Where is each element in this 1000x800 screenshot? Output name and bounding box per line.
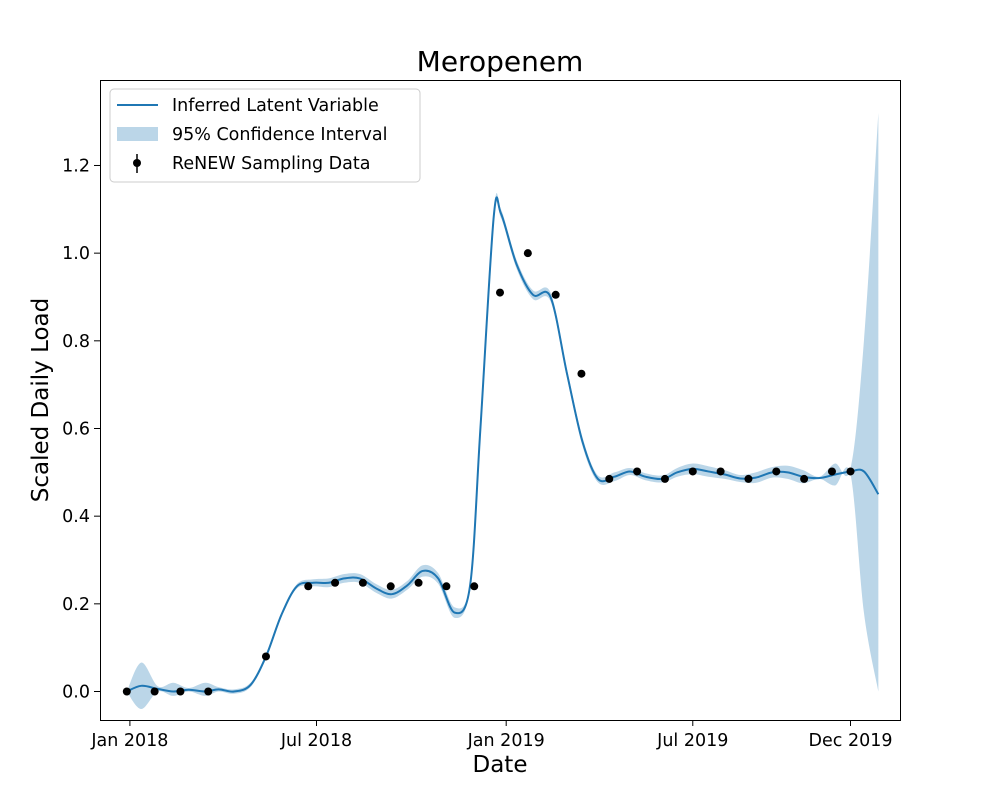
legend: Inferred Latent Variable 95% Confidence …: [109, 88, 421, 183]
sampling-point: [846, 467, 855, 476]
chart-title: Meropenem: [417, 45, 584, 78]
sampling-point: [688, 467, 697, 476]
sampling-point: [204, 687, 213, 696]
sampling-point: [577, 369, 586, 378]
legend-label-band: 95% Confidence Interval: [172, 125, 387, 145]
y-axis: 0.0 0.2 0.4 0.6 0.8 1.0 1.2: [62, 156, 100, 703]
sampling-point: [496, 288, 504, 297]
y-tick-label: 0.6: [62, 419, 90, 439]
y-axis-label: Scaled Daily Load: [28, 298, 54, 502]
y-tick-label: 0.2: [62, 595, 90, 615]
sampling-point: [523, 249, 532, 258]
sampling-point: [122, 687, 131, 696]
legend-band-swatch: [117, 127, 158, 141]
sampling-point: [470, 582, 479, 591]
sampling-point: [331, 578, 340, 587]
legend-label-points: ReNEW Sampling Data: [172, 154, 370, 174]
sampling-point: [605, 474, 614, 483]
y-tick-label: 1.2: [62, 156, 90, 176]
y-tick-label: 0.0: [62, 683, 90, 703]
sampling-point: [414, 578, 423, 587]
legend-box: [109, 88, 421, 183]
x-tick-label: Jul 2019: [656, 731, 728, 751]
sampling-point: [358, 578, 367, 587]
sampling-point: [633, 467, 642, 476]
x-axis-label: Date: [473, 752, 528, 778]
x-tick-label: Jul 2018: [280, 731, 352, 751]
sampling-point: [772, 467, 781, 476]
sampling-point: [800, 474, 809, 483]
sampling-point: [716, 467, 725, 476]
legend-label-line: Inferred Latent Variable: [172, 96, 379, 116]
sampling-point: [660, 474, 669, 483]
sampling-point: [261, 652, 270, 661]
y-tick-label: 0.8: [62, 332, 90, 352]
y-tick-label: 1.0: [62, 244, 90, 264]
sampling-point: [551, 290, 560, 299]
sampling-point: [176, 687, 185, 696]
sampling-point: [386, 582, 395, 591]
sampling-point: [304, 582, 313, 591]
y-tick-label: 0.4: [62, 507, 90, 527]
x-tick-label: Jan 2019: [467, 731, 545, 751]
sampling-point: [150, 687, 159, 696]
sampling-point: [442, 582, 451, 591]
x-axis: Jan 2018 Jul 2018 Jan 2019 Jul 2019 Dec 2019: [90, 720, 892, 751]
sampling-point: [827, 467, 836, 476]
plot-area: [122, 112, 880, 710]
x-tick-label: Jan 2018: [90, 731, 168, 751]
axes-frame: [100, 80, 901, 721]
x-tick-label: Dec 2019: [809, 731, 893, 751]
legend-point-swatch: [133, 159, 141, 167]
sampling-point: [744, 474, 753, 483]
